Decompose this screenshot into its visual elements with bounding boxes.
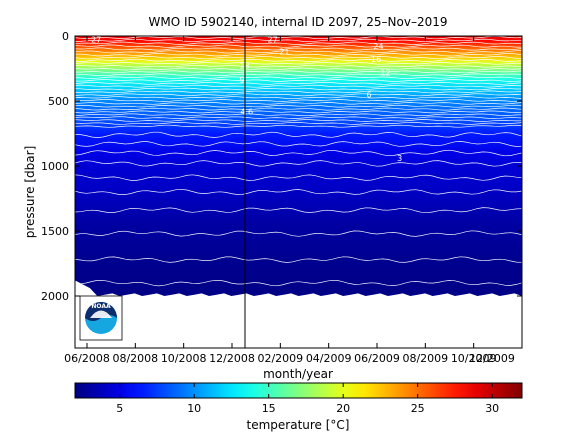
x-tick-label: 06/2009 (354, 352, 400, 365)
contour-line (75, 99, 522, 102)
contour-line (75, 107, 522, 111)
contour-line (75, 110, 522, 114)
colorbar-tick-label: 10 (187, 402, 201, 415)
logo-text: NOAA (91, 303, 111, 310)
contour-line (75, 67, 522, 71)
colorbar-tick-label: 15 (262, 402, 276, 415)
contour-label: 3 (397, 154, 402, 163)
colorbar-tick-label: 25 (411, 402, 425, 415)
contour-line (75, 55, 522, 60)
contour-line (75, 70, 522, 74)
contour-lines (75, 36, 522, 287)
contour-line (75, 84, 522, 88)
contour-line (75, 87, 522, 91)
contour-line (75, 116, 522, 119)
contour-line (75, 53, 522, 57)
temperature-field (75, 36, 522, 296)
contour-line (75, 90, 522, 94)
y-tick-label: 0 (62, 30, 69, 43)
contour-line (75, 50, 522, 54)
contour-line (75, 62, 522, 65)
contour-line (75, 141, 522, 147)
x-tick-label: 04/2009 (306, 352, 352, 365)
contour-line (75, 102, 522, 105)
contour-line (75, 64, 522, 68)
contour-line (75, 256, 522, 263)
contour-line (75, 119, 522, 122)
contour-line (75, 81, 522, 85)
x-tick-label: 12/2009 (469, 352, 515, 365)
contour-label: 16 (371, 55, 381, 64)
contour-line (75, 93, 522, 97)
contour-label: 6 (367, 91, 372, 100)
contour-label: 4.6 (240, 107, 253, 116)
contour-line (75, 104, 522, 108)
x-axis: 06/2008 08/2008 10/2008 12/2008 02/2009 04/20… (64, 36, 523, 365)
contour-line (75, 113, 522, 117)
logo-gull (90, 310, 112, 318)
contour-line (75, 174, 522, 181)
x-tick-label: 06/2008 (64, 352, 110, 365)
x-tick-label: 02/2009 (257, 352, 303, 365)
contour-line (75, 96, 522, 100)
x-tick-label: 08/2008 (112, 352, 158, 365)
contour-line (75, 121, 522, 125)
contour-line (75, 76, 522, 79)
contour-line (75, 38, 522, 43)
y-axis: 0 500 1000 1500 2000 (41, 30, 522, 303)
contour-line (75, 47, 522, 51)
x-axis-label: month/year (263, 367, 333, 381)
contour-line (75, 279, 522, 287)
contour-label: 12 (380, 68, 390, 77)
contour-line (75, 124, 522, 128)
y-axis-label: pressure [dbar] (23, 146, 37, 239)
colorbar (74, 382, 523, 399)
y-tick-label: 1000 (41, 160, 69, 173)
chart-title: WMO ID 5902140, internal ID 2097, 25–Nov… (149, 15, 448, 29)
contour-line (75, 58, 522, 62)
contour-label: 18 (239, 61, 249, 70)
contour-line (75, 44, 522, 48)
colorbar-tick-label: 20 (336, 402, 350, 415)
x-tick-label: 08/2009 (402, 352, 448, 365)
contour-label: 27 (91, 35, 101, 44)
x-tick-label: 12/2008 (209, 352, 255, 365)
contour-line (75, 79, 522, 82)
colorbar-label: temperature [°C] (247, 418, 350, 432)
colorbar-ticks: 5 10 15 20 25 30 (116, 383, 499, 415)
contour-line (75, 131, 522, 138)
contour-line (75, 41, 522, 45)
y-tick-label: 2000 (41, 290, 69, 303)
noaa-logo: NOAA (79, 295, 123, 341)
contour-line (75, 73, 522, 77)
y-tick-label: 1500 (41, 225, 69, 238)
plot-frame (74, 35, 523, 349)
contour-line (75, 36, 522, 40)
x-tick-label: 10/2008 (161, 352, 207, 365)
contour-line (75, 230, 522, 237)
y-tick-label: 500 (48, 95, 69, 108)
contour-line (75, 160, 522, 167)
contour-line (75, 149, 522, 157)
contour-label: 24 (373, 42, 383, 51)
contour-line (75, 188, 522, 195)
contour-label: 27 (268, 35, 278, 44)
x-tick-label: 10/2009 (451, 352, 497, 365)
colorbar-tick-label: 30 (485, 402, 499, 415)
contour-label: 9 (239, 76, 244, 85)
contour-label: 21 (279, 48, 289, 57)
colorbar-tick-label: 5 (116, 402, 123, 415)
contour-line (75, 207, 522, 214)
